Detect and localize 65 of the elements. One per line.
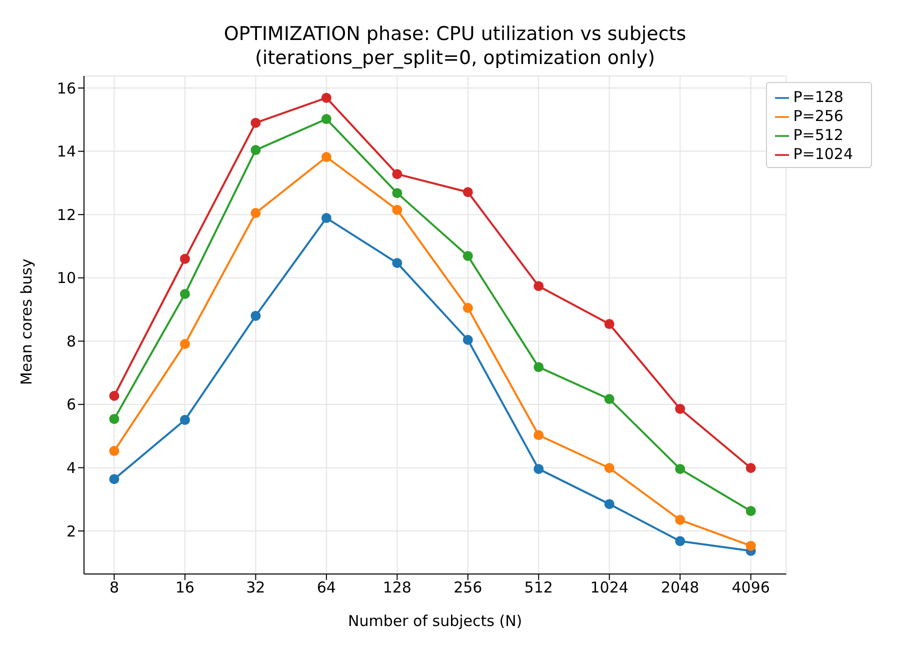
y-tick-label: 12 <box>56 206 76 224</box>
point <box>534 281 544 292</box>
point <box>392 169 402 180</box>
point <box>321 213 332 224</box>
x-tick-label: 1024 <box>590 578 628 597</box>
x-tick-label: 2048 <box>661 578 700 597</box>
y-tick-label: 8 <box>66 332 76 350</box>
point <box>321 152 332 162</box>
point <box>180 414 190 425</box>
chart-subtitle: (iterations_per_split=0, optimization only) <box>254 46 656 70</box>
legend-label: P=512 <box>793 126 844 144</box>
x-tick-label: 4096 <box>732 578 770 597</box>
point <box>321 92 332 103</box>
point <box>534 430 544 440</box>
point <box>604 394 614 404</box>
y-tick-label: 14 <box>56 142 76 161</box>
point <box>746 540 756 551</box>
point <box>675 536 686 546</box>
x-tick-label: 16 <box>175 578 194 597</box>
point <box>180 254 190 264</box>
point <box>109 446 120 456</box>
point <box>109 390 120 401</box>
x-tick-label: 512 <box>524 578 553 597</box>
point <box>250 310 261 321</box>
point <box>462 251 473 262</box>
point <box>250 145 261 156</box>
point <box>534 464 544 474</box>
point <box>109 414 120 424</box>
point <box>604 499 614 510</box>
point <box>180 288 190 299</box>
point <box>462 302 473 313</box>
point <box>534 362 544 372</box>
point <box>462 334 473 345</box>
point <box>250 118 261 128</box>
y-tick-label: 4 <box>66 459 76 478</box>
legend-label: P=1024 <box>793 145 853 163</box>
legend-label: P=256 <box>793 107 844 125</box>
point <box>321 114 332 124</box>
point <box>604 463 614 474</box>
point <box>180 338 190 349</box>
point <box>392 204 402 215</box>
y-tick-label: 6 <box>66 396 76 414</box>
chart-title: OPTIMIZATION phase: CPU utilization vs subjects <box>222 22 688 46</box>
point <box>604 319 614 330</box>
x-tick-label: 8 <box>109 578 119 597</box>
x-tick-label: 256 <box>454 578 482 597</box>
x-tick-label: 64 <box>316 578 336 597</box>
y-tick-label: 10 <box>56 269 76 288</box>
point <box>675 404 686 414</box>
y-tick-label: 2 <box>66 522 76 540</box>
x-tick-label: 128 <box>382 578 412 597</box>
point <box>109 474 120 484</box>
x-tick-label: 32 <box>246 578 266 597</box>
point <box>392 188 402 198</box>
point <box>250 208 261 218</box>
point <box>675 464 686 474</box>
point <box>746 506 756 516</box>
y-axis-title: Mean cores busy <box>17 258 36 385</box>
x-axis-title: Number of subjects (N) <box>348 612 522 630</box>
y-tick-label: 16 <box>56 79 76 98</box>
point <box>392 258 402 268</box>
legend-label: P=128 <box>793 88 844 106</box>
point <box>675 514 686 525</box>
point <box>462 187 473 198</box>
point <box>746 463 756 474</box>
